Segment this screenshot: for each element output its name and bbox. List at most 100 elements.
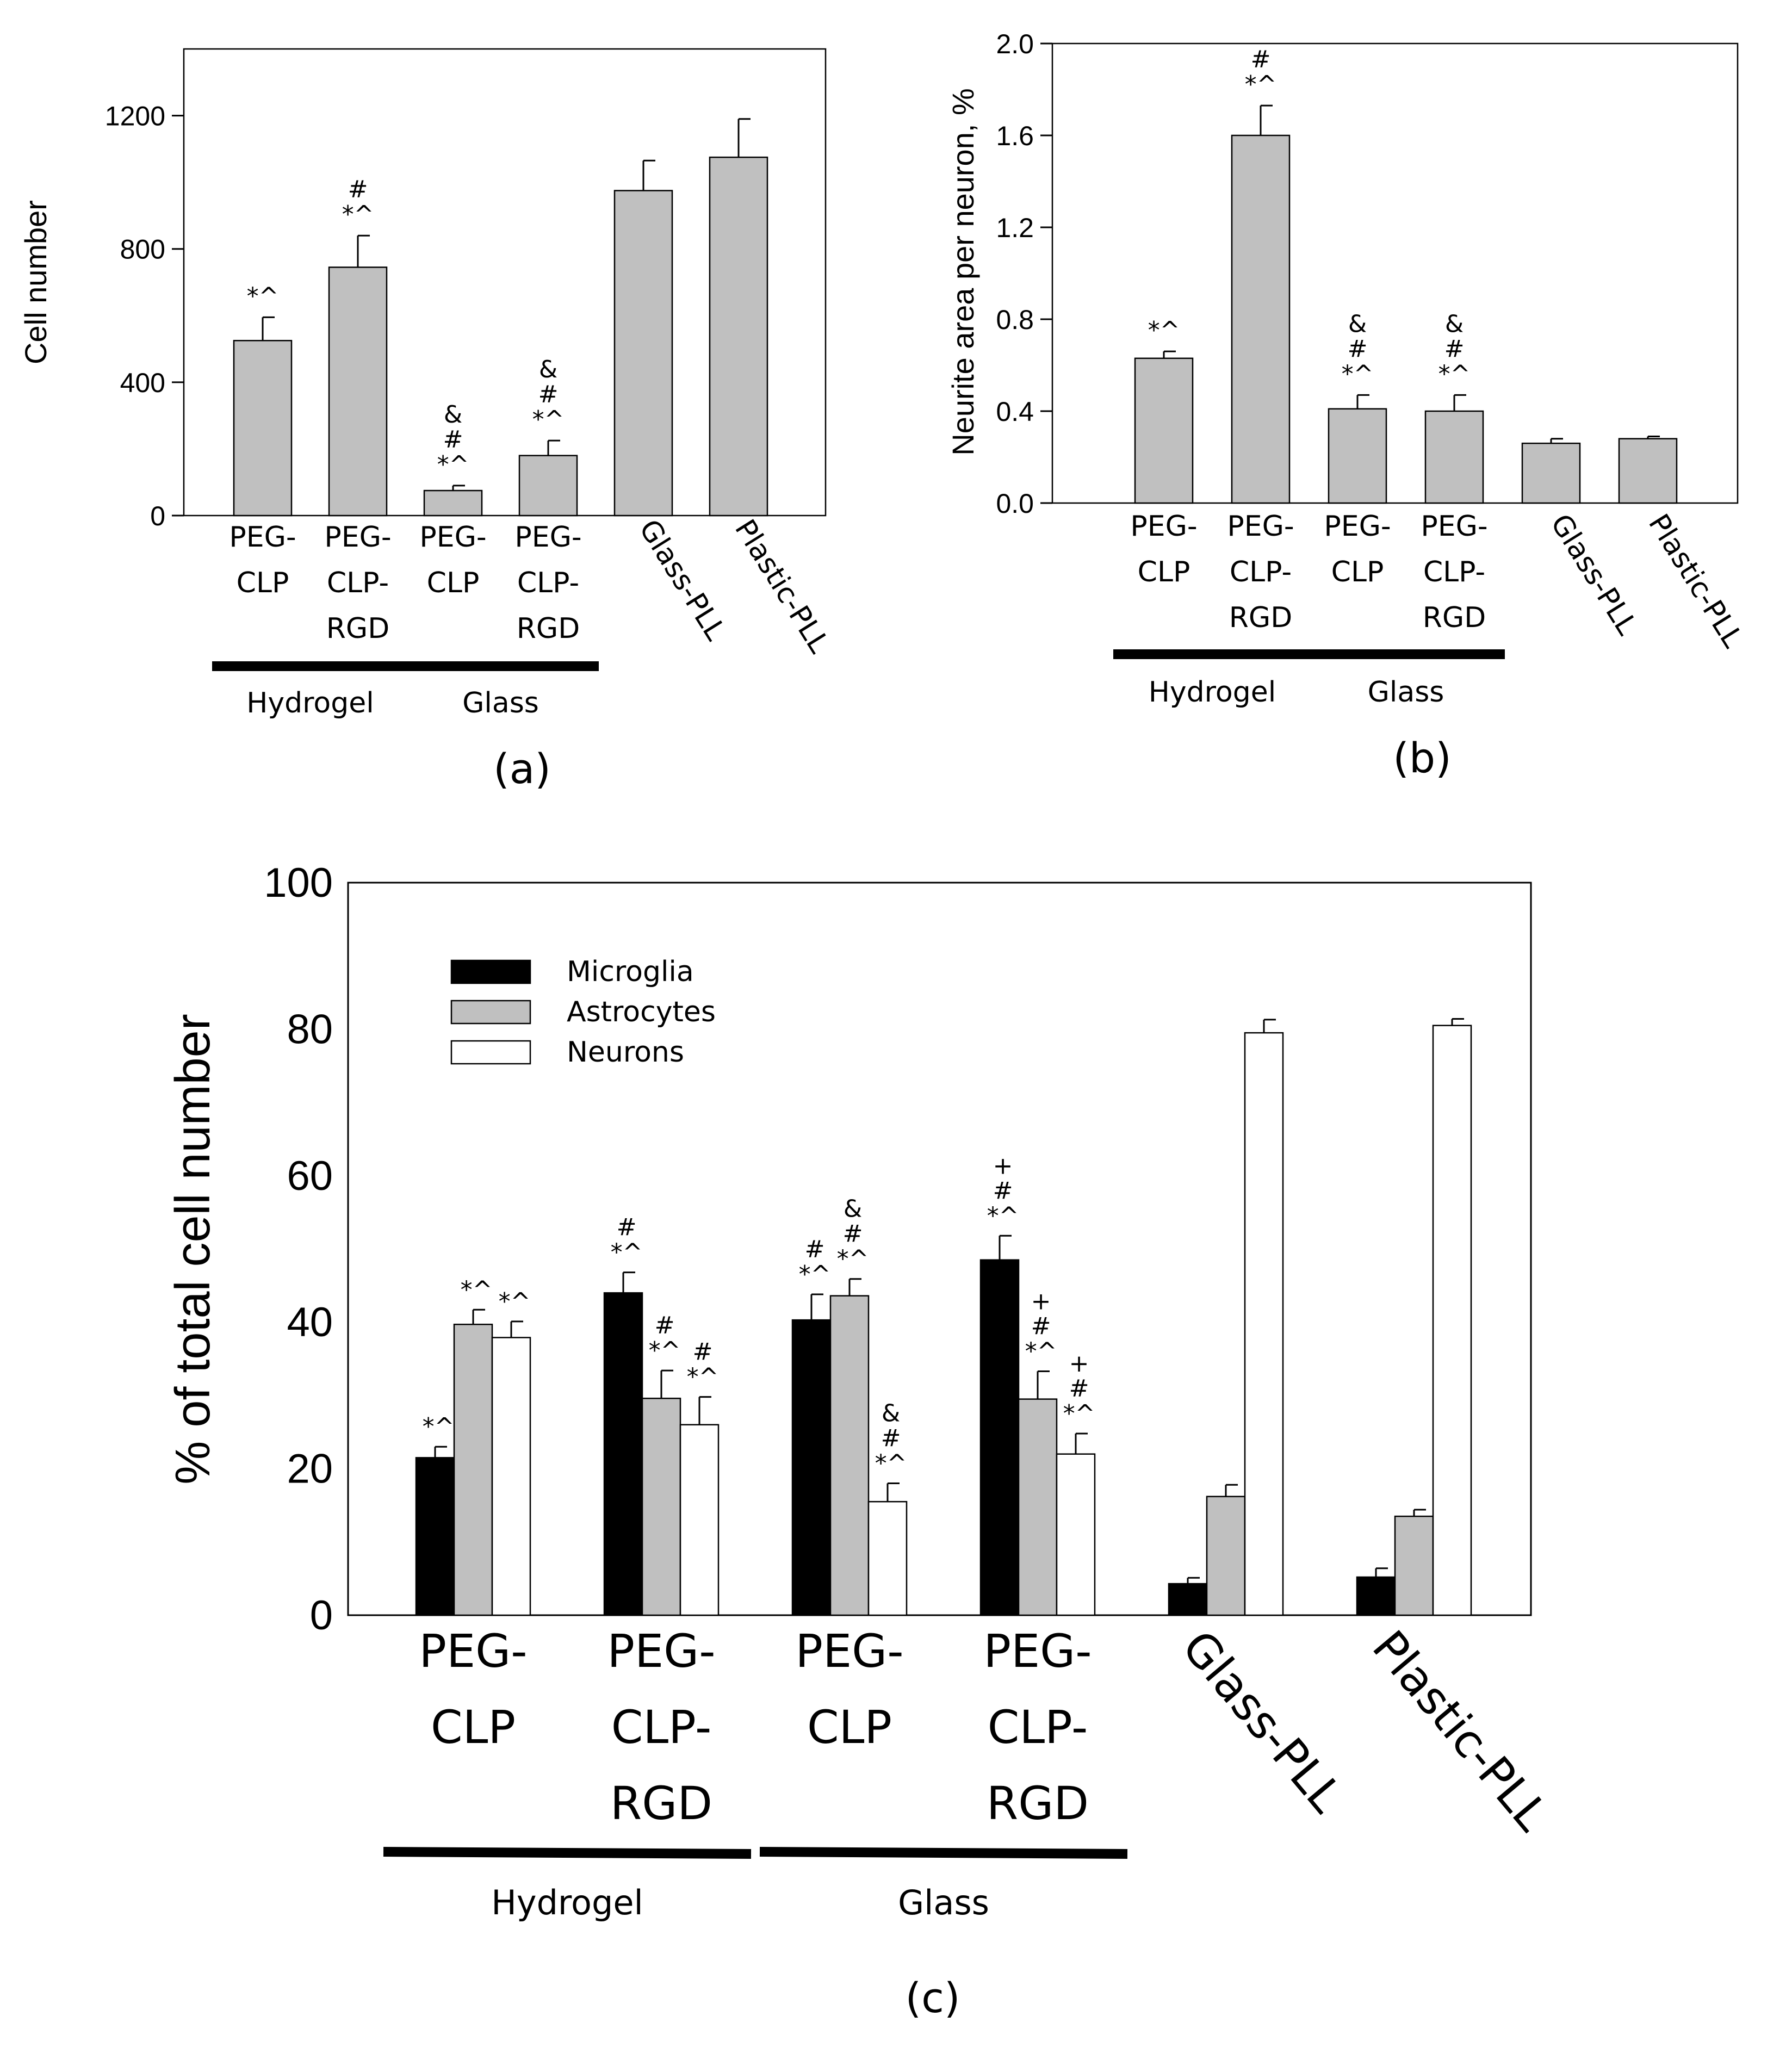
significance-mark: *^ xyxy=(875,1450,907,1478)
significance-mark: # xyxy=(881,1425,901,1453)
significance-mark: *^ xyxy=(499,1288,531,1316)
bar-astrocytes xyxy=(1018,1398,1058,1616)
category-label: PEG- xyxy=(795,1624,903,1678)
bar-neurons xyxy=(867,1500,908,1616)
significance-mark: *^ xyxy=(1148,317,1180,344)
category-label: PEG- xyxy=(1421,510,1487,543)
bar-astrocytes xyxy=(641,1398,681,1616)
y-tick-label: 20 xyxy=(287,1446,333,1492)
significance-mark: *^ xyxy=(987,1202,1019,1230)
category-label: CLP- xyxy=(1230,556,1292,588)
significance-mark: + xyxy=(993,1152,1013,1180)
significance-mark: *^ xyxy=(649,1337,681,1364)
bar xyxy=(233,340,293,517)
significance-mark: *^ xyxy=(342,201,374,228)
group-label-glass: Glass xyxy=(1368,676,1444,709)
significance-mark: & xyxy=(1445,310,1464,338)
y-tick-label: 1.2 xyxy=(996,213,1034,243)
bar xyxy=(1134,357,1194,504)
bar xyxy=(1328,408,1387,504)
significance-mark: # xyxy=(993,1177,1013,1205)
significance-mark: *^ xyxy=(611,1239,643,1267)
category-label: RGD xyxy=(1229,601,1292,634)
panel-label: (a) xyxy=(493,745,551,793)
bar-microglia xyxy=(1356,1576,1396,1616)
y-axis-label: % of total cell number xyxy=(166,1014,220,1484)
bar xyxy=(613,190,673,517)
category-label: CLP- xyxy=(517,567,579,599)
category-label: CLP- xyxy=(327,567,389,599)
significance-mark: *^ xyxy=(1342,360,1374,388)
bar xyxy=(1521,442,1581,504)
plot-frame xyxy=(1051,42,1739,504)
significance-mark: + xyxy=(1031,1287,1051,1315)
significance-mark: & xyxy=(844,1195,862,1223)
bar-neurons xyxy=(1244,1032,1284,1616)
significance-mark: # xyxy=(1251,46,1271,73)
group-label-hydrogel: Hydrogel xyxy=(1149,676,1276,709)
significance-mark: + xyxy=(1069,1350,1089,1378)
plot-frame xyxy=(183,48,827,517)
y-tick-label: 2.0 xyxy=(996,29,1034,59)
significance-mark: # xyxy=(1348,335,1368,363)
y-axis-label: Cell number xyxy=(18,200,53,364)
legend-swatch-astrocytes xyxy=(450,1000,531,1025)
y-tick-label: 0 xyxy=(150,501,165,531)
category-label: RGD xyxy=(1423,601,1486,634)
category-label: Glass-PLL xyxy=(1544,508,1644,641)
significance-mark: *^ xyxy=(837,1245,869,1273)
category-label: PEG- xyxy=(324,521,391,554)
category-label: CLP xyxy=(807,1701,892,1754)
significance-mark: *^ xyxy=(1063,1400,1095,1428)
y-tick-label: 0.8 xyxy=(996,305,1034,335)
bar xyxy=(709,156,768,517)
category-label: PEG- xyxy=(229,521,296,554)
bar-neurons xyxy=(491,1337,531,1616)
significance-mark: # xyxy=(443,426,463,454)
significance-mark: # xyxy=(617,1214,637,1242)
group-label-hydrogel: Hydrogel xyxy=(246,687,374,719)
category-label: Glass-PLL xyxy=(1172,1621,1354,1822)
group-bar-hydrogel xyxy=(383,1847,752,1859)
significance-mark: *^ xyxy=(1245,71,1277,98)
group-label-glass: Glass xyxy=(898,1883,989,1922)
category-label: CLP xyxy=(237,567,289,599)
category-label: CLP xyxy=(1331,556,1384,588)
category-label: PEG- xyxy=(1227,510,1294,543)
bar xyxy=(1424,410,1484,504)
y-tick-label: 0 xyxy=(310,1592,333,1639)
panel-label: (b) xyxy=(1393,734,1452,782)
y-tick-label: 100 xyxy=(264,860,333,906)
significance-mark: & xyxy=(444,401,462,429)
category-label: PEG- xyxy=(983,1624,1092,1678)
bar-neurons xyxy=(1056,1453,1096,1616)
significance-mark: & xyxy=(539,356,557,383)
bar xyxy=(423,489,483,517)
y-axis-label: Neurite area per neuron, % xyxy=(946,88,980,456)
y-tick-label: 800 xyxy=(120,234,165,265)
category-label: RGD xyxy=(610,1777,712,1830)
bar xyxy=(1618,438,1678,504)
legend-swatch-microglia xyxy=(450,959,531,984)
category-label: PEG- xyxy=(514,521,581,554)
category-label: Plastic-PLL xyxy=(728,514,835,659)
bar xyxy=(328,266,388,517)
significance-mark: # xyxy=(655,1312,675,1339)
bar-microglia xyxy=(979,1259,1020,1616)
significance-mark: *^ xyxy=(437,451,469,479)
y-tick-label: 80 xyxy=(287,1006,333,1052)
significance-mark: # xyxy=(1444,335,1465,363)
significance-mark: *^ xyxy=(1025,1337,1057,1365)
category-label: CLP- xyxy=(611,1701,712,1754)
legend-label: Neurons xyxy=(567,1036,684,1069)
bar-microglia xyxy=(603,1292,643,1616)
category-label: RGD xyxy=(326,612,389,645)
category-label: Plastic-PLL xyxy=(1642,508,1749,653)
bar-neurons xyxy=(1432,1025,1472,1616)
bar xyxy=(518,455,578,517)
y-tick-label: 1.6 xyxy=(996,121,1034,151)
y-tick-label: 60 xyxy=(287,1153,333,1199)
significance-mark: # xyxy=(693,1338,713,1366)
